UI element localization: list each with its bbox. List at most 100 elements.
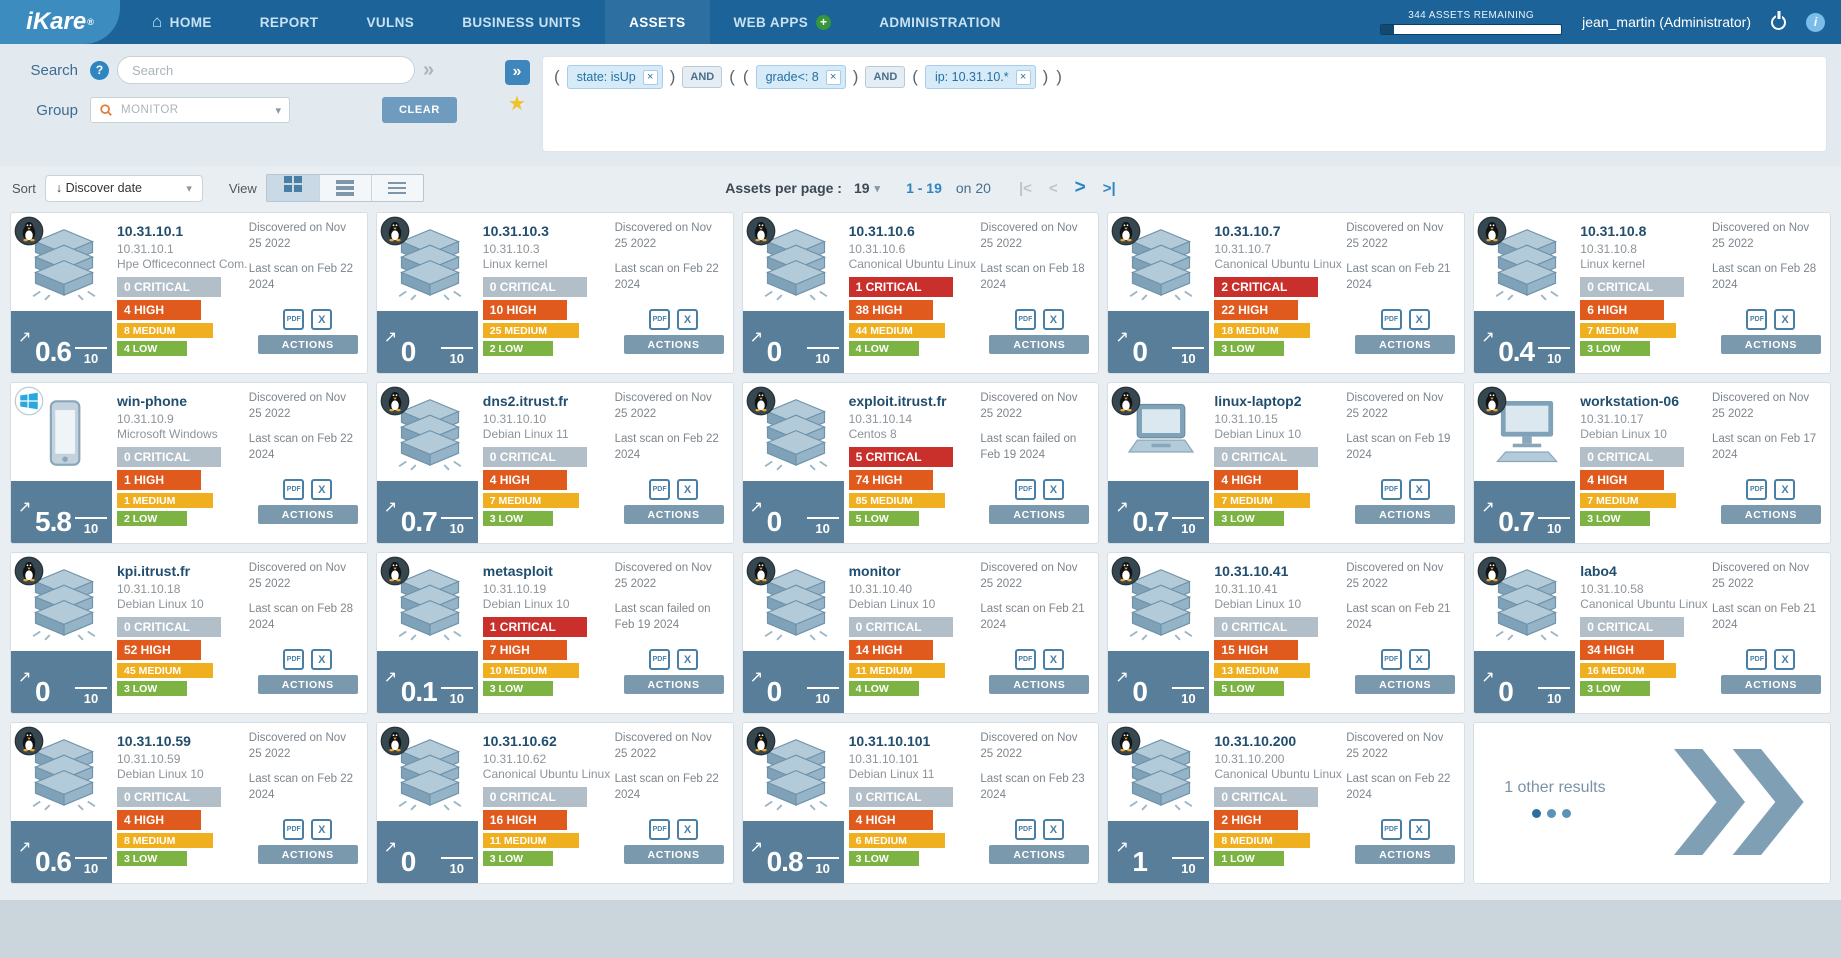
export-pdf-icon[interactable]: PDF	[1014, 649, 1036, 670]
export-excel-icon[interactable]: X	[1774, 649, 1796, 670]
asset-card[interactable]: ↗ 1 10 10.31.10.200 10.31.10.200 Canonic…	[1107, 722, 1466, 884]
next-page-chevrons-icon[interactable]	[1673, 747, 1816, 862]
export-excel-icon[interactable]: X	[1408, 479, 1430, 500]
page-dot[interactable]	[1562, 809, 1572, 818]
export-pdf-icon[interactable]: PDF	[1380, 479, 1402, 500]
filter-expression-box[interactable]: (state: isUp ×) AND ((grade<: 8 ×) AND (ip: 10…	[542, 56, 1827, 152]
export-pdf-icon[interactable]: PDF	[1014, 479, 1036, 500]
actions-button[interactable]: ACTIONS	[989, 505, 1090, 524]
export-excel-icon[interactable]: X	[1042, 309, 1064, 330]
prev-page-button[interactable]: <	[1048, 179, 1058, 197]
actions-button[interactable]: ACTIONS	[989, 675, 1090, 694]
export-excel-icon[interactable]: X	[311, 309, 333, 330]
actions-button[interactable]: ACTIONS	[1355, 845, 1456, 864]
asset-name[interactable]: 10.31.10.1	[117, 223, 184, 239]
asset-card[interactable]: ↗ 0.6 10 10.31.10.1 10.31.10.1 Hpe Offic…	[10, 212, 368, 374]
export-excel-icon[interactable]: X	[1774, 309, 1796, 330]
nav-item-business-units[interactable]: BUSINESS UNITS	[438, 0, 605, 44]
nav-item-report[interactable]: REPORT	[236, 0, 343, 44]
asset-name[interactable]: exploit.itrust.fr	[848, 393, 947, 409]
view-mode-grid-button[interactable]	[266, 175, 319, 201]
export-excel-icon[interactable]: X	[1042, 819, 1064, 840]
view-mode-detail-button[interactable]	[318, 175, 371, 201]
asset-name[interactable]: dns2.itrust.fr	[482, 393, 569, 409]
asset-card[interactable]: ↗ 0.7 10 linux-laptop2 10.31.10.15 Debia…	[1107, 382, 1466, 544]
export-excel-icon[interactable]: X	[677, 649, 699, 670]
chevron-down-icon[interactable]: ▾	[275, 104, 281, 117]
actions-button[interactable]: ACTIONS	[1720, 675, 1821, 694]
nav-item-vulns[interactable]: VULNS	[342, 0, 438, 44]
asset-card[interactable]: ↗ 0 10 10.31.10.6 10.31.10.6 Canonical U…	[741, 212, 1100, 374]
asset-name[interactable]: 10.31.10.41	[1214, 563, 1289, 579]
export-excel-icon[interactable]: X	[1774, 479, 1796, 500]
actions-button[interactable]: ACTIONS	[1355, 505, 1456, 524]
export-excel-icon[interactable]: X	[677, 819, 699, 840]
asset-name[interactable]: labo4	[1580, 563, 1617, 579]
export-excel-icon[interactable]: X	[1408, 309, 1430, 330]
asset-card[interactable]: ↗ 0 10 labo4 10.31.10.58 Canonical Ubunt…	[1473, 552, 1831, 714]
actions-button[interactable]: ACTIONS	[257, 845, 358, 864]
logout-power-icon[interactable]	[1771, 14, 1786, 30]
last-page-button[interactable]: >|	[1102, 179, 1116, 197]
actions-button[interactable]: ACTIONS	[1355, 335, 1456, 354]
actions-button[interactable]: ACTIONS	[989, 845, 1090, 864]
expand-search-chevron-icon[interactable]: »	[423, 58, 435, 81]
export-excel-icon[interactable]: X	[1408, 819, 1430, 840]
next-page-button[interactable]: >	[1074, 177, 1086, 198]
export-pdf-icon[interactable]: PDF	[1746, 479, 1768, 500]
export-excel-icon[interactable]: X	[311, 819, 333, 840]
more-results-card[interactable]: 1 other results	[1473, 722, 1831, 884]
export-excel-icon[interactable]: X	[1042, 479, 1064, 500]
search-input[interactable]	[117, 56, 415, 84]
filter-chip[interactable]: ip: 10.31.10.* ×	[924, 65, 1036, 89]
info-icon[interactable]: i	[1806, 12, 1825, 32]
asset-name[interactable]: 10.31.10.7	[1214, 223, 1281, 239]
asset-name[interactable]: 10.31.10.8	[1580, 223, 1647, 239]
actions-button[interactable]: ACTIONS	[623, 505, 724, 524]
actions-button[interactable]: ACTIONS	[623, 845, 724, 864]
sort-dropdown[interactable]: ↓ Discover date ▾	[44, 174, 203, 202]
asset-card[interactable]: ↗ 0.8 10 10.31.10.101 10.31.10.101 Debia…	[741, 722, 1100, 884]
asset-card[interactable]: ↗ 0 10 monitor 10.31.10.40 Debian Linux …	[741, 552, 1100, 714]
export-pdf-icon[interactable]: PDF	[649, 649, 671, 670]
export-excel-icon[interactable]: X	[311, 479, 333, 500]
export-pdf-icon[interactable]: PDF	[649, 819, 671, 840]
group-select[interactable]: ▾	[90, 97, 290, 123]
export-excel-icon[interactable]: X	[1408, 649, 1430, 670]
export-pdf-icon[interactable]: PDF	[1380, 649, 1402, 670]
export-pdf-icon[interactable]: PDF	[1014, 309, 1036, 330]
actions-button[interactable]: ACTIONS	[1355, 675, 1456, 694]
export-pdf-icon[interactable]: PDF	[649, 309, 671, 330]
export-excel-icon[interactable]: X	[677, 309, 699, 330]
export-pdf-icon[interactable]: PDF	[1746, 309, 1768, 330]
remove-filter-icon[interactable]: ×	[825, 69, 841, 85]
actions-button[interactable]: ACTIONS	[1720, 335, 1821, 354]
actions-button[interactable]: ACTIONS	[257, 335, 358, 354]
export-pdf-icon[interactable]: PDF	[283, 649, 305, 670]
export-pdf-icon[interactable]: PDF	[1014, 819, 1036, 840]
filter-chip[interactable]: grade<: 8 ×	[755, 65, 846, 89]
export-excel-icon[interactable]: X	[677, 479, 699, 500]
asset-name[interactable]: 10.31.10.62	[482, 733, 557, 749]
actions-button[interactable]: ACTIONS	[623, 335, 724, 354]
asset-name[interactable]: win-phone	[117, 393, 187, 409]
export-excel-icon[interactable]: X	[1042, 649, 1064, 670]
user-name[interactable]: jean_martin (Administrator)	[1582, 14, 1751, 30]
export-pdf-icon[interactable]: PDF	[649, 479, 671, 500]
asset-card[interactable]: ↗ 0 10 10.31.10.62 10.31.10.62 Canonical…	[375, 722, 734, 884]
remove-filter-icon[interactable]: ×	[1015, 69, 1031, 85]
actions-button[interactable]: ACTIONS	[257, 505, 358, 524]
favorite-star-icon[interactable]: ★	[508, 93, 526, 115]
clear-button[interactable]: CLEAR	[382, 97, 457, 123]
view-mode-list-button[interactable]	[370, 175, 423, 201]
asset-card[interactable]: ↗ 5.8 10 win-phone 10.31.10.9 Microsoft …	[10, 382, 368, 544]
filter-chip[interactable]: state: isUp ×	[566, 65, 663, 89]
export-pdf-icon[interactable]: PDF	[283, 479, 305, 500]
asset-name[interactable]: 10.31.10.200	[1214, 733, 1297, 749]
nav-item-web-apps[interactable]: WEB APPS +	[710, 0, 856, 44]
export-pdf-icon[interactable]: PDF	[283, 309, 305, 330]
asset-card[interactable]: ↗ 0.7 10 dns2.itrust.fr 10.31.10.10 Debi…	[375, 382, 734, 544]
asset-name[interactable]: monitor	[848, 563, 901, 579]
export-excel-icon[interactable]: X	[311, 649, 333, 670]
asset-card[interactable]: ↗ 0.6 10 10.31.10.59 10.31.10.59 Debian …	[10, 722, 368, 884]
